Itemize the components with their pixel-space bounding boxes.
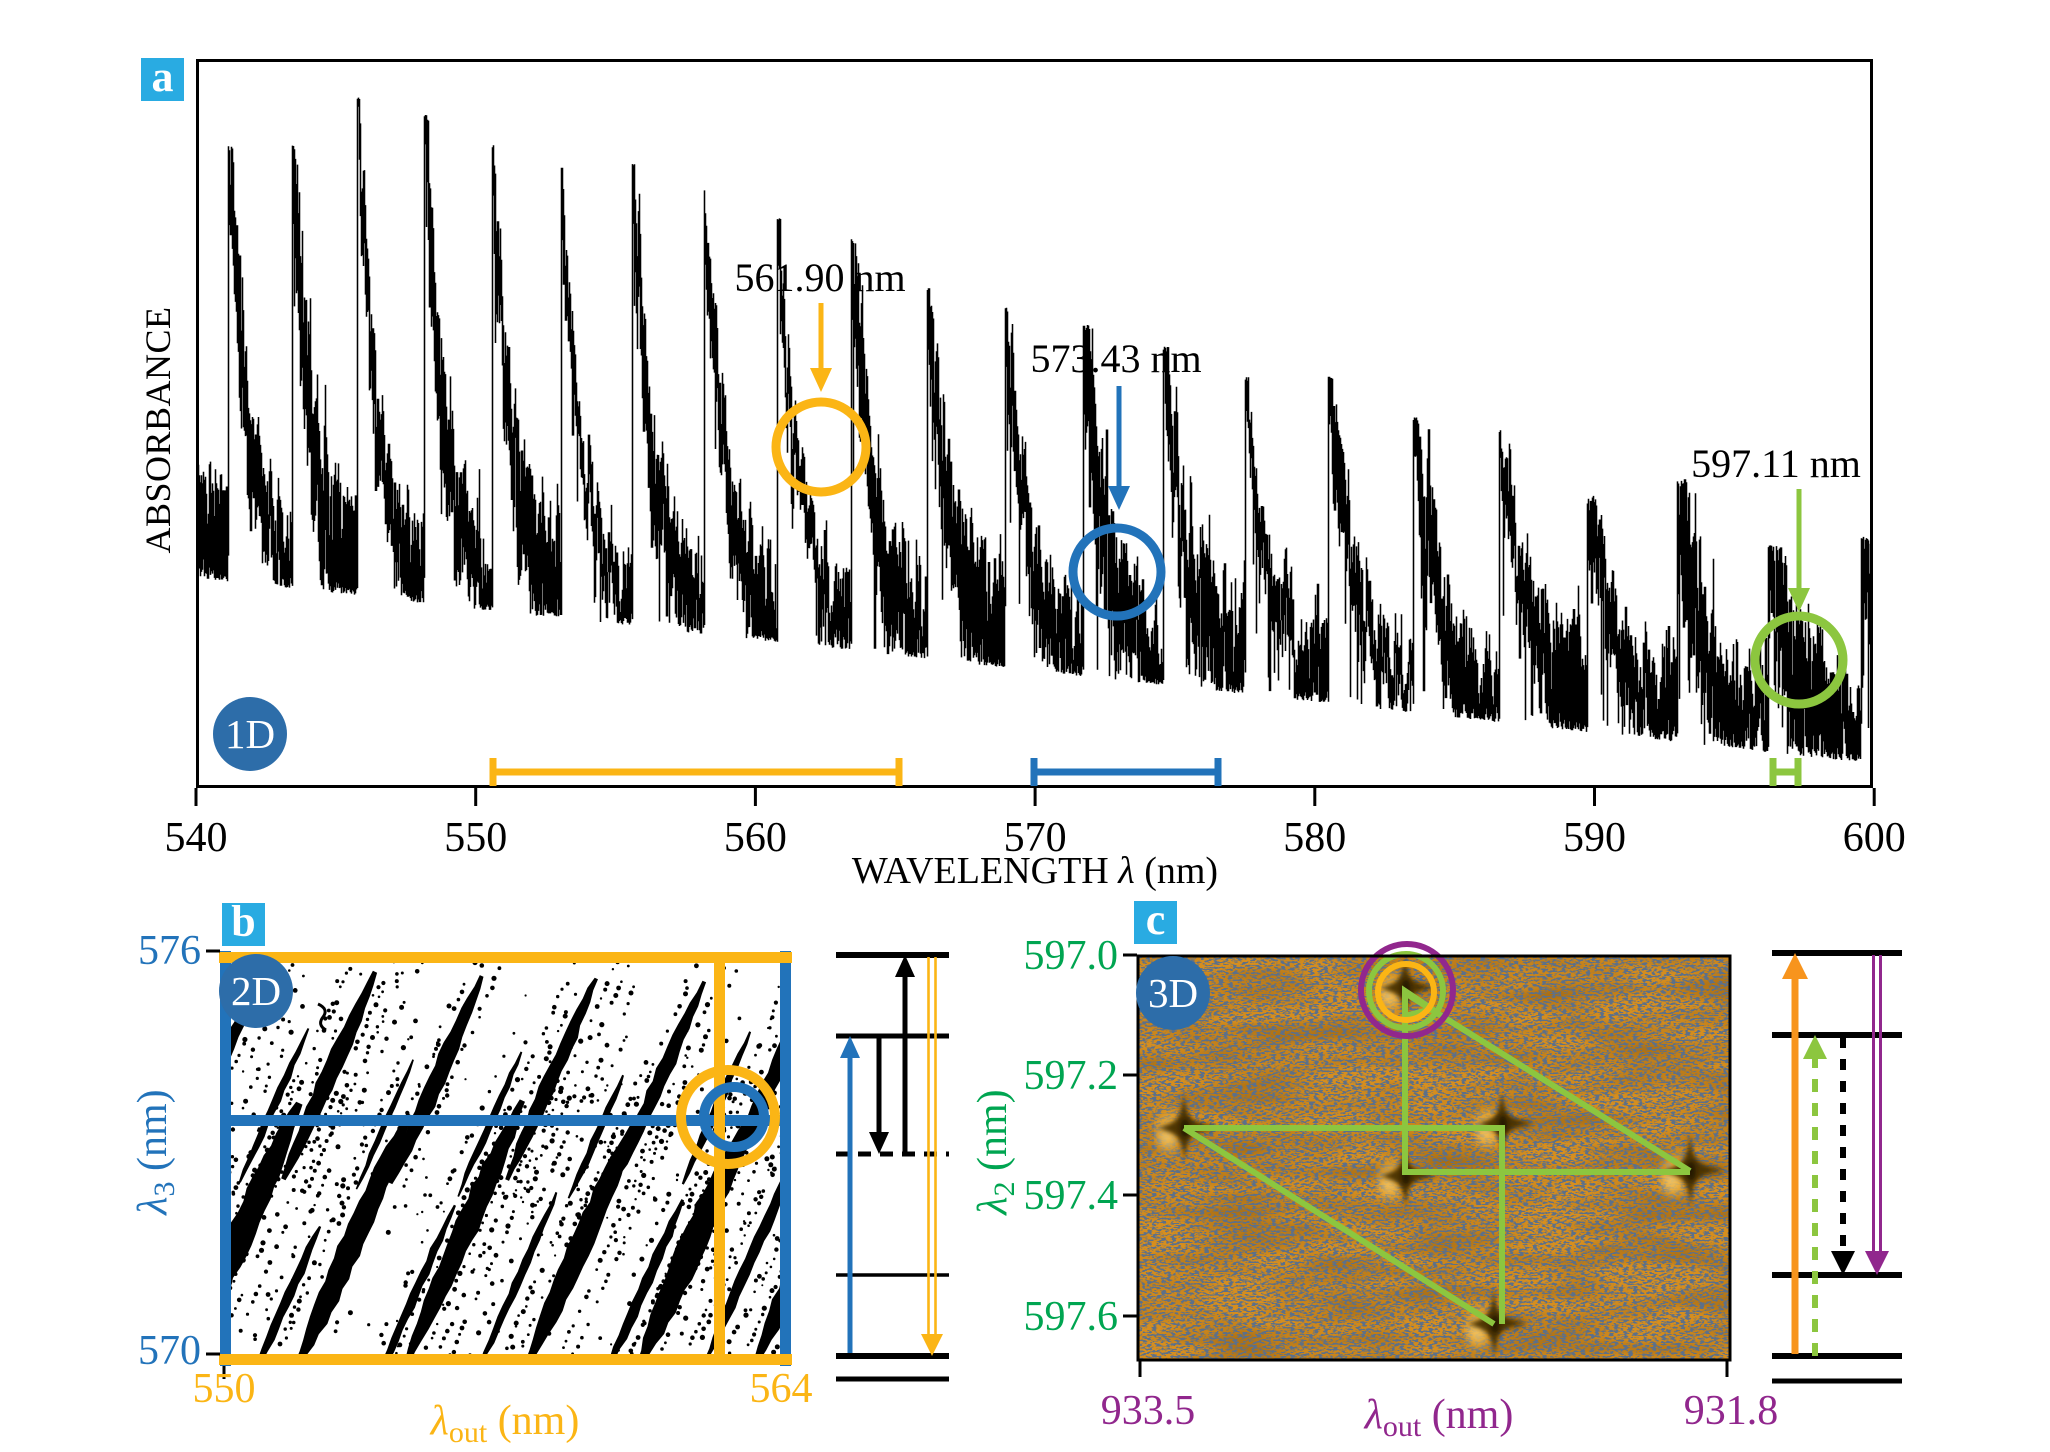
- svg-text:573.43 nm: 573.43 nm: [1030, 336, 1201, 381]
- svg-text:597.11 nm: 597.11 nm: [1691, 441, 1861, 486]
- svg-text:1D: 1D: [225, 711, 275, 757]
- svg-text:a: a: [152, 52, 174, 101]
- svg-text:597.6: 597.6: [1024, 1294, 1119, 1340]
- svg-text:λout (nm): λout (nm): [1363, 1392, 1514, 1443]
- svg-text:λ2 (nm): λ2 (nm): [970, 1089, 1021, 1216]
- svg-text:540: 540: [165, 815, 228, 861]
- svg-text:931.8: 931.8: [1684, 1388, 1779, 1434]
- svg-text:570: 570: [138, 1328, 201, 1374]
- svg-text:576: 576: [138, 928, 201, 974]
- svg-text:560: 560: [724, 815, 787, 861]
- svg-text:550: 550: [444, 815, 507, 861]
- svg-text:570: 570: [1004, 815, 1067, 861]
- svg-text:550: 550: [193, 1366, 256, 1412]
- svg-text:590: 590: [1563, 815, 1626, 861]
- svg-text:3D: 3D: [1148, 970, 1198, 1016]
- svg-text:ABSORBANCE: ABSORBANCE: [138, 306, 178, 553]
- svg-text:600: 600: [1843, 815, 1906, 861]
- svg-text:580: 580: [1283, 815, 1346, 861]
- svg-text:597.0: 597.0: [1024, 933, 1119, 979]
- svg-text:WAVELENGTH λ (nm): WAVELENGTH λ (nm): [852, 850, 1218, 892]
- svg-text:c: c: [1146, 895, 1166, 944]
- svg-text:λ3 (nm): λ3 (nm): [130, 1089, 181, 1216]
- svg-text:933.5: 933.5: [1101, 1388, 1196, 1434]
- svg-text:597.4: 597.4: [1024, 1173, 1119, 1219]
- svg-text:b: b: [231, 897, 255, 946]
- svg-text:2D: 2D: [231, 968, 281, 1014]
- svg-text:561.90 nm: 561.90 nm: [734, 255, 905, 300]
- svg-text:564: 564: [750, 1366, 813, 1412]
- svg-text:597.2: 597.2: [1024, 1053, 1119, 1099]
